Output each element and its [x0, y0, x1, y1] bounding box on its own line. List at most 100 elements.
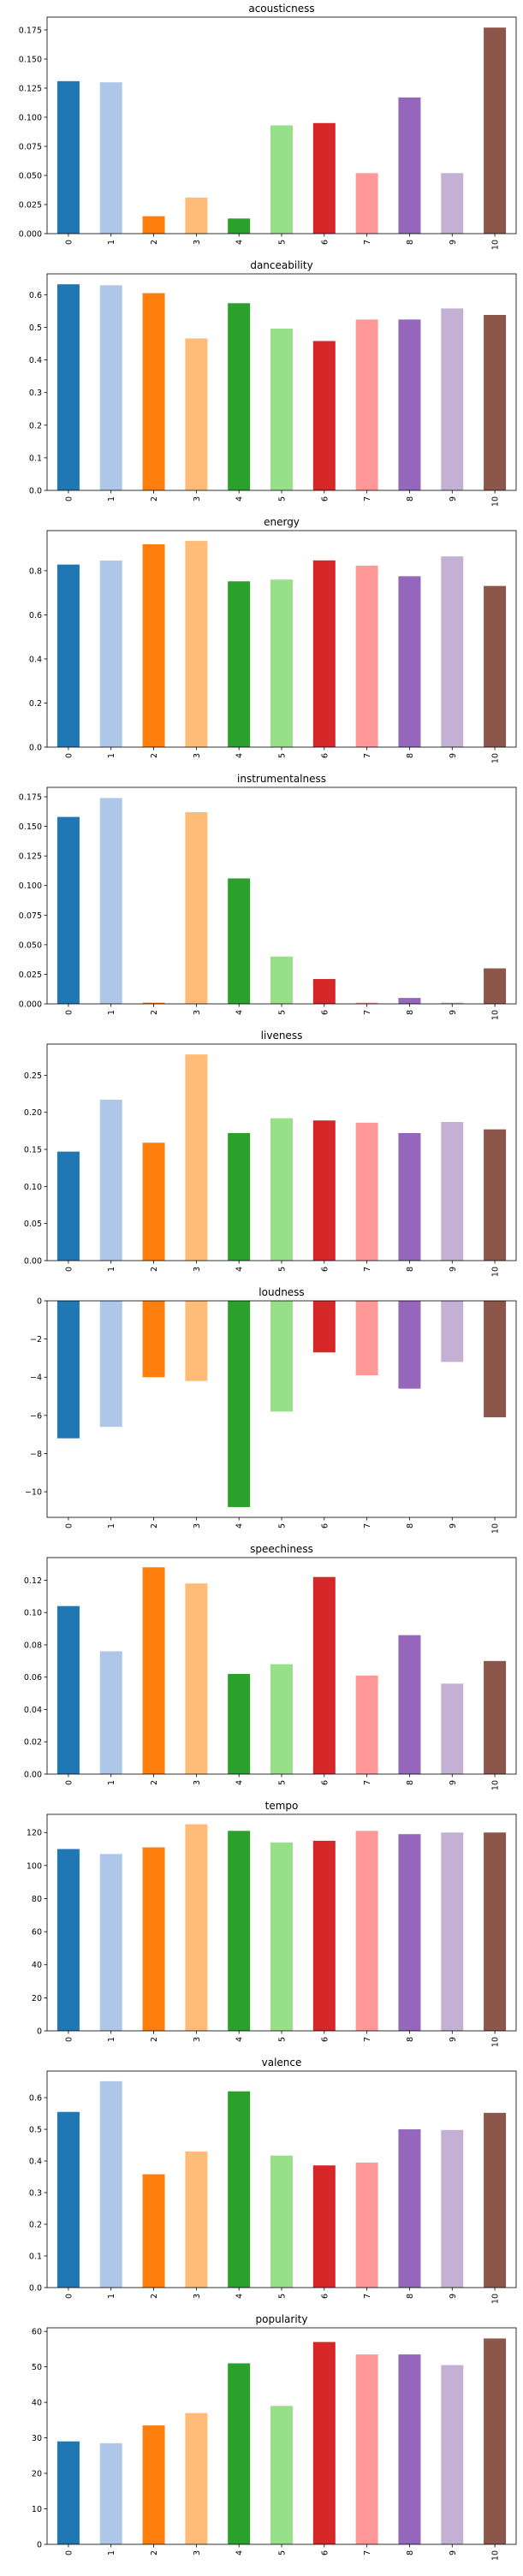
x-tick-label: 7 [363, 1267, 372, 1272]
x-tick-label: 4 [235, 496, 245, 502]
x-tick-label: 10 [491, 2294, 501, 2304]
bar-3 [185, 338, 208, 490]
x-tick-label: 10 [491, 2037, 501, 2047]
x-tick-label: 4 [235, 1780, 245, 1785]
bar-4 [228, 2363, 251, 2544]
x-tick-label: 10 [491, 1780, 501, 1790]
y-tick-label: 0.050 [19, 171, 42, 181]
bar-3 [185, 541, 208, 747]
x-tick-label: 2 [150, 1523, 159, 1528]
bar-8 [398, 2354, 421, 2544]
y-tick-label: 0.4 [29, 655, 42, 664]
chart-panel-energy: energy 0.0 0.2 0.4 0.6 0.8 0 1 2 3 4 5 6 7 8 9 10 [29, 516, 517, 763]
bar-6 [312, 2342, 336, 2544]
y-tick-label: 0.06 [24, 1673, 42, 1683]
bar-1 [99, 1651, 122, 1774]
bar-6 [312, 560, 336, 747]
bar-10 [484, 27, 507, 234]
chart-panel-acousticness: acousticness 0.000 0.025 0.050 0.075 0.100 0.1… [19, 3, 517, 250]
y-tick-label: 0.05 [24, 1220, 42, 1229]
x-tick-label: 6 [320, 753, 330, 758]
x-tick-label: 0 [64, 496, 74, 502]
y-tick-label: 60 [32, 2328, 42, 2337]
bar-8 [398, 97, 421, 234]
chart-title: popularity [256, 2313, 308, 2325]
y-tick-label: 0.100 [19, 881, 42, 891]
bar-4 [228, 878, 251, 1004]
bar-3 [185, 2151, 208, 2288]
bar-7 [355, 1831, 378, 2031]
x-tick-label: 7 [363, 2550, 372, 2555]
bar-1 [99, 1099, 122, 1261]
y-tick-label: 0.3 [29, 389, 42, 398]
x-tick-label: 1 [107, 2550, 116, 2555]
bar-5 [270, 2406, 293, 2544]
x-tick-label: 1 [107, 2037, 116, 2042]
x-tick-label: 5 [278, 1523, 288, 1528]
y-tick-label: 0.25 [24, 1071, 42, 1081]
bar-6 [312, 122, 336, 234]
bar-10 [484, 585, 507, 747]
x-tick-label: 4 [235, 1267, 245, 1272]
chart-title: valence [262, 2057, 302, 2069]
y-tick-label: 0.1 [29, 454, 42, 463]
x-tick-label: 6 [320, 240, 330, 245]
bar-0 [56, 284, 80, 490]
bar-4 [228, 1301, 251, 1507]
bar-3 [185, 1824, 208, 2031]
bar-1 [99, 561, 122, 747]
x-tick-label: 1 [107, 1267, 116, 1272]
bar-1 [99, 2080, 122, 2288]
bar-7 [355, 319, 378, 490]
bar-8 [398, 1301, 421, 1389]
x-tick-label: 5 [278, 753, 288, 758]
bar-3 [185, 812, 208, 1004]
x-tick-label: 3 [193, 1780, 202, 1785]
chart-panel-danceability: danceability 0.0 0.1 0.2 0.3 0.4 0.5 0.6 0 1 2 3 4 5 6… [29, 259, 517, 507]
bar-8 [398, 1132, 421, 1261]
x-tick-label: 4 [235, 2294, 245, 2299]
bar-9 [441, 1683, 464, 1774]
y-tick-label: 0.12 [24, 1576, 42, 1586]
x-tick-label: 0 [64, 1780, 74, 1785]
bar-2 [142, 216, 165, 234]
y-tick-label: 0.00 [24, 1257, 42, 1267]
y-tick-label: 40 [32, 2399, 42, 2408]
bar-7 [355, 173, 378, 234]
bar-4 [228, 1132, 251, 1261]
x-tick-label: 3 [193, 2550, 202, 2555]
bar-8 [398, 576, 421, 747]
x-tick-label: 3 [193, 753, 202, 758]
bar-8 [398, 2129, 421, 2288]
x-tick-label: 3 [193, 2294, 202, 2299]
x-tick-label: 1 [107, 2294, 116, 2299]
bar-1 [99, 285, 122, 490]
y-tick-label: 0.175 [19, 26, 42, 35]
bar-5 [270, 1301, 293, 1412]
x-tick-label: 0 [64, 2037, 74, 2042]
y-tick-label: −6 [30, 1411, 42, 1421]
y-tick-label: 0.175 [19, 793, 42, 803]
y-tick-label: 0.3 [29, 2189, 42, 2199]
bar-0 [56, 1606, 80, 1774]
x-tick-label: 8 [406, 1267, 415, 1272]
x-tick-label: 4 [235, 2037, 245, 2042]
x-tick-label: 7 [363, 2037, 372, 2042]
bar-0 [56, 2111, 80, 2288]
bar-2 [142, 1567, 165, 1774]
y-tick-label: 0.1 [29, 2253, 42, 2262]
y-tick-label: 0.2 [29, 699, 42, 709]
x-tick-label: 4 [235, 240, 245, 245]
x-tick-label: 8 [406, 2294, 415, 2299]
y-tick-label: 0.100 [19, 113, 42, 122]
bar-4 [228, 581, 251, 747]
bar-10 [484, 1660, 507, 1774]
x-tick-label: 4 [235, 753, 245, 758]
bar-10 [484, 2112, 507, 2288]
bar-3 [185, 2413, 208, 2544]
bar-2 [142, 1301, 165, 1378]
bar-7 [355, 2354, 378, 2544]
y-tick-label: 0.150 [19, 822, 42, 832]
x-tick-label: 1 [107, 1010, 116, 1015]
x-tick-label: 5 [278, 496, 288, 502]
